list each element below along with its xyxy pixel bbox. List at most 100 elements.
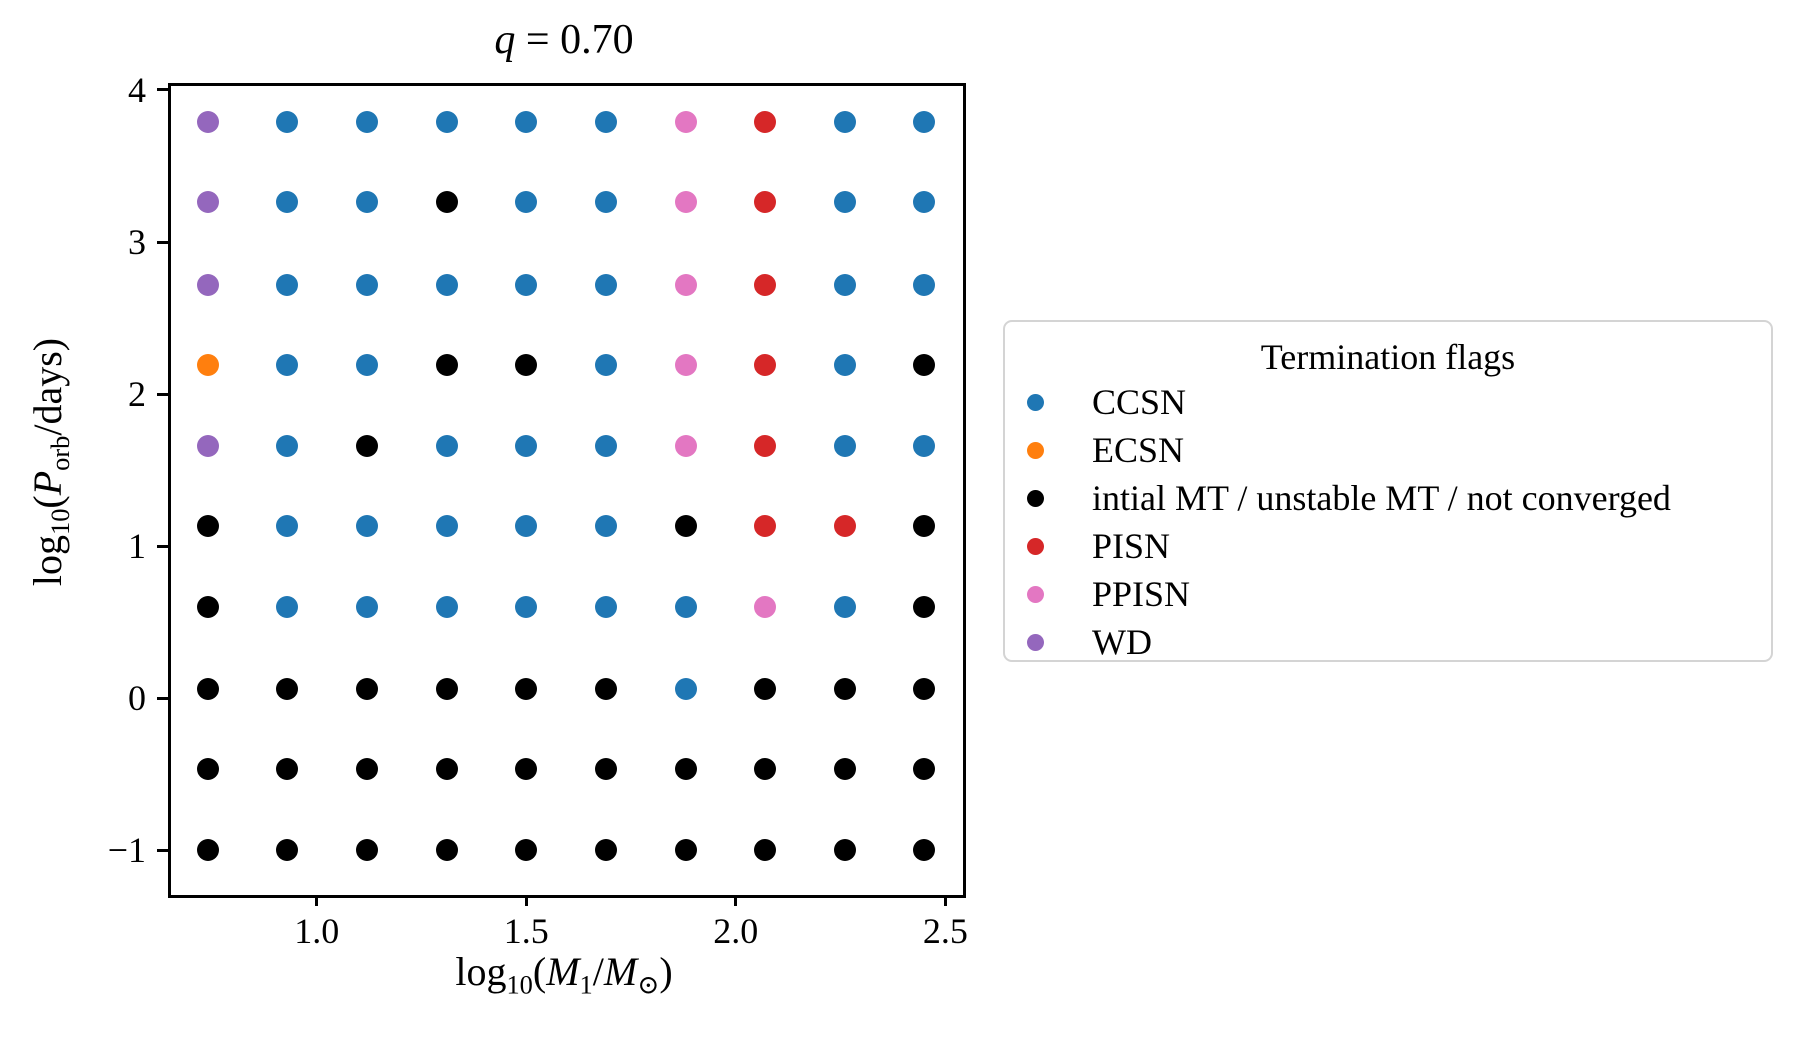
scatter-point xyxy=(276,191,299,214)
scatter-point xyxy=(754,110,777,133)
y-tick-label: 1 xyxy=(128,526,146,567)
legend-item-label: PPISN xyxy=(1092,574,1191,614)
scatter-point xyxy=(674,839,697,862)
scatter-point xyxy=(356,515,379,538)
label-fragment: P xyxy=(24,470,70,496)
legend-item: intial MT / unstable MT / not converged xyxy=(1005,474,1771,522)
label-fragment: q xyxy=(494,17,516,63)
scatter-point xyxy=(913,839,936,862)
scatter-point xyxy=(356,273,379,296)
scatter-point xyxy=(435,434,458,457)
scatter-point xyxy=(913,273,936,296)
label-fragment: = 0.70 xyxy=(515,17,634,63)
legend-marker-icon xyxy=(1027,489,1044,507)
scatter-point xyxy=(435,595,458,618)
scatter-point xyxy=(196,354,219,377)
scatter-point xyxy=(674,273,697,296)
y-tick-mark xyxy=(157,88,168,92)
legend-marker-icon xyxy=(1027,441,1044,459)
scatter-point xyxy=(913,595,936,618)
scatter-point xyxy=(754,191,777,214)
scatter-point xyxy=(833,677,856,700)
scatter-point xyxy=(276,839,299,862)
scatter-point xyxy=(833,354,856,377)
scatter-point xyxy=(833,110,856,133)
scatter-point xyxy=(356,191,379,214)
scatter-point xyxy=(356,839,379,862)
scatter-point xyxy=(276,515,299,538)
label-fragment: ( xyxy=(24,495,70,509)
scatter-point xyxy=(833,273,856,296)
y-tick-mark xyxy=(157,848,168,852)
scatter-point xyxy=(276,354,299,377)
legend-item-label: ECSN xyxy=(1092,430,1185,470)
scatter-point xyxy=(435,515,458,538)
scatter-point xyxy=(674,515,697,538)
x-tick-label: 2.5 xyxy=(922,911,968,951)
scatter-point xyxy=(515,595,538,618)
label-fragment: /days) xyxy=(24,337,70,436)
legend-item-label: CCSN xyxy=(1092,382,1187,422)
scatter-point xyxy=(594,515,617,538)
scatter-point xyxy=(674,677,697,700)
label-fragment: ) xyxy=(659,949,673,994)
scatter-point xyxy=(754,595,777,618)
y-tick-label: 2 xyxy=(128,374,146,414)
scatter-point xyxy=(515,191,538,214)
scatter-point xyxy=(754,839,777,862)
y-tick-mark xyxy=(157,696,168,700)
scatter-point xyxy=(356,595,379,618)
y-tick-mark xyxy=(157,240,168,244)
scatter-point xyxy=(754,677,777,700)
scatter-point xyxy=(674,595,697,618)
scatter-point xyxy=(515,110,538,133)
scatter-point xyxy=(276,595,299,618)
scatter-point xyxy=(913,354,936,377)
scatter-point xyxy=(276,677,299,700)
scatter-point xyxy=(276,110,299,133)
legend-item-label: PISN xyxy=(1092,526,1171,566)
scatter-point xyxy=(833,758,856,781)
plot-area xyxy=(168,83,966,898)
y-axis-label: log10(Porb/days) xyxy=(24,338,76,586)
x-tick-mark xyxy=(734,895,738,906)
scatter-point xyxy=(435,354,458,377)
label-fragment: 1 xyxy=(579,969,593,1000)
scatter-point xyxy=(356,110,379,133)
scatter-point xyxy=(754,434,777,457)
x-axis-label: log10(M1/M⊙) xyxy=(455,948,672,1000)
scatter-point xyxy=(674,758,697,781)
legend-item: PPISN xyxy=(1005,570,1771,618)
scatter-point xyxy=(515,434,538,457)
scatter-point xyxy=(515,354,538,377)
legend-marker-icon xyxy=(1027,393,1044,411)
scatter-point xyxy=(594,273,617,296)
legend-item-label: WD xyxy=(1092,622,1152,662)
chart-title: q = 0.70 xyxy=(494,16,633,64)
legend-marker-icon xyxy=(1027,537,1044,555)
label-fragment: ( xyxy=(532,949,547,994)
scatter-point xyxy=(515,677,538,700)
scatter-point xyxy=(515,758,538,781)
scatter-point xyxy=(196,273,219,296)
scatter-point xyxy=(196,758,219,781)
scatter-point xyxy=(594,191,617,214)
scatter-point xyxy=(754,758,777,781)
scatter-point xyxy=(833,515,856,538)
scatter-point xyxy=(833,839,856,862)
scatter-point xyxy=(435,677,458,700)
x-tick-label: 1.0 xyxy=(294,911,340,951)
scatter-point xyxy=(833,191,856,214)
y-tick-label: 4 xyxy=(128,69,146,110)
scatter-point xyxy=(754,515,777,538)
scatter-point xyxy=(515,515,538,538)
y-tick-label: −1 xyxy=(107,830,146,871)
scatter-point xyxy=(356,354,379,377)
scatter-point xyxy=(276,434,299,457)
scatter-point xyxy=(594,354,617,377)
scatter-point xyxy=(594,434,617,457)
scatter-point xyxy=(515,273,538,296)
scatter-point xyxy=(913,110,936,133)
x-tick-mark xyxy=(943,895,947,906)
y-tick-label: 0 xyxy=(128,678,146,719)
